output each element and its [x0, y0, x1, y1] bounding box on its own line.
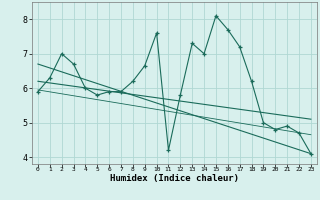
X-axis label: Humidex (Indice chaleur): Humidex (Indice chaleur) — [110, 174, 239, 183]
